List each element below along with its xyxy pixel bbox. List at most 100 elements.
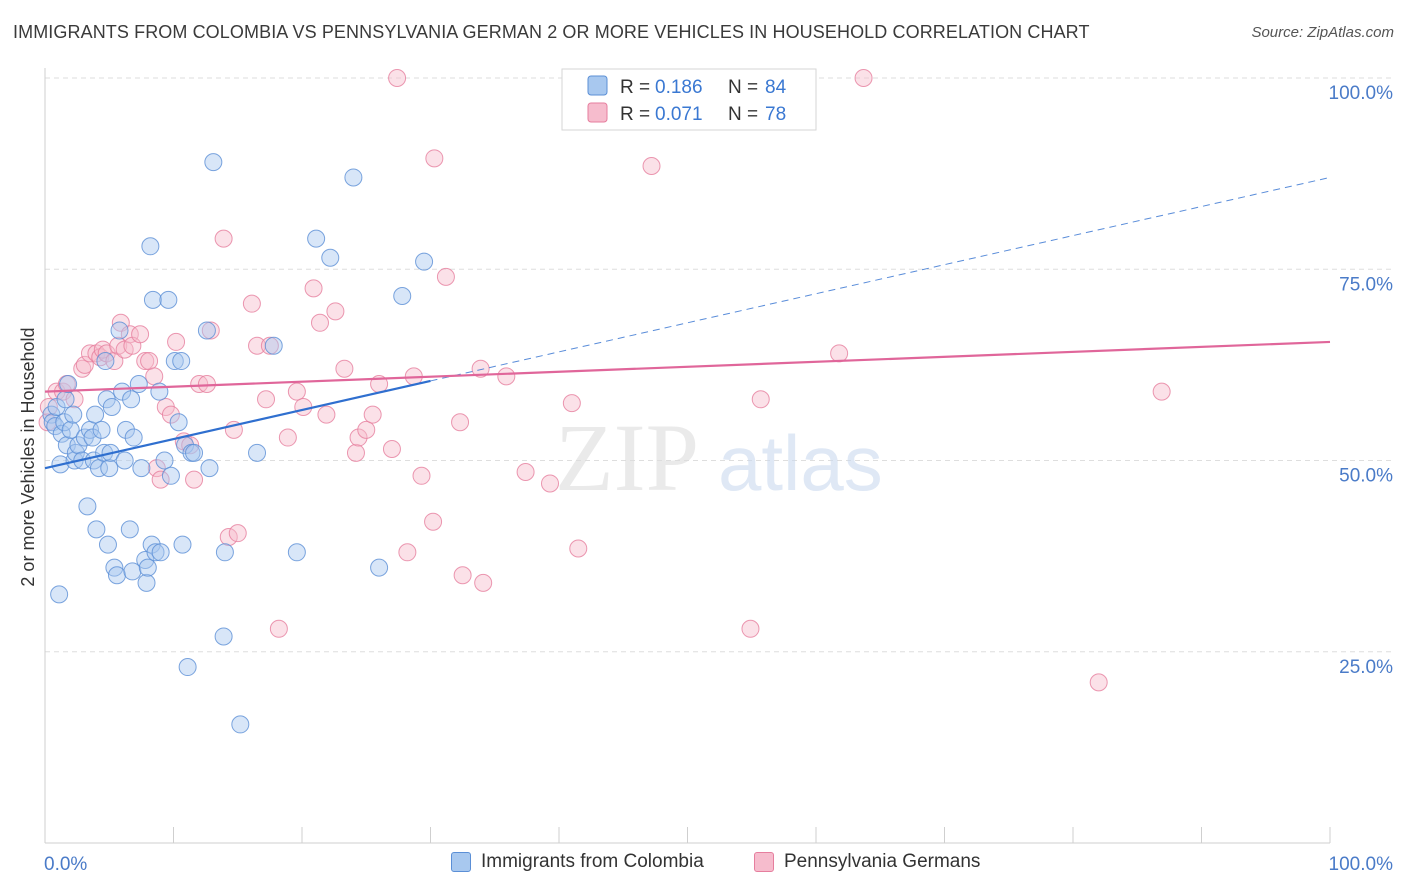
point-colombia (138, 558, 157, 577)
point-pa-german (326, 302, 345, 321)
point-colombia (107, 566, 126, 585)
x-tick-labels: 0.0% 100.0% (44, 854, 1393, 875)
point-pa-german (131, 325, 150, 344)
point-colombia (124, 428, 143, 447)
legend-swatch-pink (587, 102, 608, 123)
point-colombia (141, 237, 160, 256)
legend-n-value-blue: 84 (765, 77, 787, 98)
point-pa-german (304, 279, 323, 298)
point-pa-german (310, 313, 329, 332)
point-colombia (200, 459, 219, 478)
point-pa-german (363, 405, 382, 424)
point-colombia (122, 390, 141, 409)
point-pa-german (219, 528, 238, 546)
point-colombia (98, 535, 117, 554)
point-pa-german (497, 367, 516, 386)
point-colombia (173, 535, 192, 554)
point-pa-german (214, 229, 233, 248)
watermark: ZIP atlas (555, 404, 883, 511)
point-pa-german (120, 325, 139, 344)
point-pa-german (242, 294, 261, 313)
point-colombia (215, 543, 234, 562)
point-colombia (161, 466, 180, 485)
point-pa-german (642, 156, 661, 175)
point-colombia (61, 420, 80, 439)
chart-title: IMMIGRANTS FROM COLOMBIA VS PENNSYLVANIA… (13, 22, 1090, 42)
point-pa-german (317, 405, 336, 424)
legend-top: R = 0.186 N = 84 R = 0.071 N = 78 (561, 68, 817, 131)
trend-line-colombia (44, 379, 431, 470)
point-pa-german (287, 382, 306, 401)
point-colombia (151, 543, 170, 562)
point-pa-german (294, 397, 313, 416)
point-pa-german (741, 619, 760, 638)
legend-swatch-colombia (451, 852, 471, 872)
point-pa-german (516, 462, 535, 481)
point-pa-german (854, 69, 873, 87)
point-pa-german (398, 543, 417, 562)
legend-n-label-pink: N = (728, 104, 758, 125)
legend-r-value-blue: 0.186 (655, 77, 703, 98)
legend-r-label-pink: R = (620, 104, 650, 125)
point-pa-german (382, 440, 401, 459)
point-pa-german (425, 149, 444, 168)
legend-n-value-pink: 78 (765, 104, 786, 125)
point-colombia (231, 715, 250, 734)
x-tick-label: 0.0% (44, 854, 87, 875)
point-colombia (96, 352, 115, 371)
point-colombia (52, 424, 71, 443)
point-pa-german (136, 352, 155, 371)
legend-label-colombia: Immigrants from Colombia (481, 851, 704, 872)
point-colombia (204, 153, 223, 172)
point-colombia (83, 428, 102, 447)
point-pa-german (260, 336, 279, 355)
point-colombia (159, 290, 178, 309)
point-colombia (370, 558, 389, 577)
legend-label-pa-germans: Pennsylvania Germans (784, 851, 981, 872)
point-pa-german (228, 524, 247, 543)
legend-r-label-blue: R = (620, 77, 650, 98)
y-tick-label: 25.0% (1339, 657, 1393, 678)
legend-item-colombia: Immigrants from Colombia (451, 851, 704, 873)
point-pa-german (541, 474, 560, 493)
point-pa-german (185, 470, 204, 489)
point-pa-german (346, 443, 365, 462)
point-pa-german (562, 394, 581, 413)
point-colombia (56, 390, 75, 409)
point-colombia (155, 451, 174, 470)
point-pa-german (453, 566, 472, 585)
watermark-atlas: atlas (718, 419, 883, 507)
point-colombia (143, 290, 162, 309)
point-colombia (137, 573, 156, 592)
y-tick-label: 50.0% (1339, 466, 1393, 487)
point-colombia (100, 459, 119, 478)
legend-bottom: Immigrants from Colombia Pennsylvania Ge… (0, 851, 1406, 879)
watermark-zip: ZIP (555, 404, 699, 511)
point-colombia (78, 497, 97, 516)
point-colombia (344, 168, 363, 187)
point-colombia (132, 459, 151, 478)
point-pa-german (140, 352, 159, 371)
point-colombia (110, 321, 129, 340)
axes (44, 68, 1331, 844)
point-colombia (178, 658, 197, 677)
point-colombia (123, 562, 142, 581)
point-pa-german (1089, 673, 1108, 692)
legend-swatch-pa-germans (754, 852, 774, 872)
point-colombia (86, 405, 105, 424)
point-pa-german (569, 539, 588, 558)
point-colombia (120, 520, 139, 539)
legend-n-label-blue: N = (728, 77, 758, 98)
point-colombia (307, 229, 326, 248)
point-pa-german (190, 375, 209, 393)
point-pa-german (257, 390, 276, 409)
point-colombia (214, 627, 233, 646)
point-colombia (69, 436, 88, 455)
point-pa-german (201, 321, 220, 340)
trend-line-colombia-extension (430, 176, 1331, 382)
point-colombia (264, 336, 283, 355)
y-tick-label: 75.0% (1339, 274, 1393, 295)
point-pa-german (145, 367, 164, 386)
source-label: Source: ZipAtlas.com (1251, 24, 1394, 41)
point-colombia (321, 248, 340, 267)
